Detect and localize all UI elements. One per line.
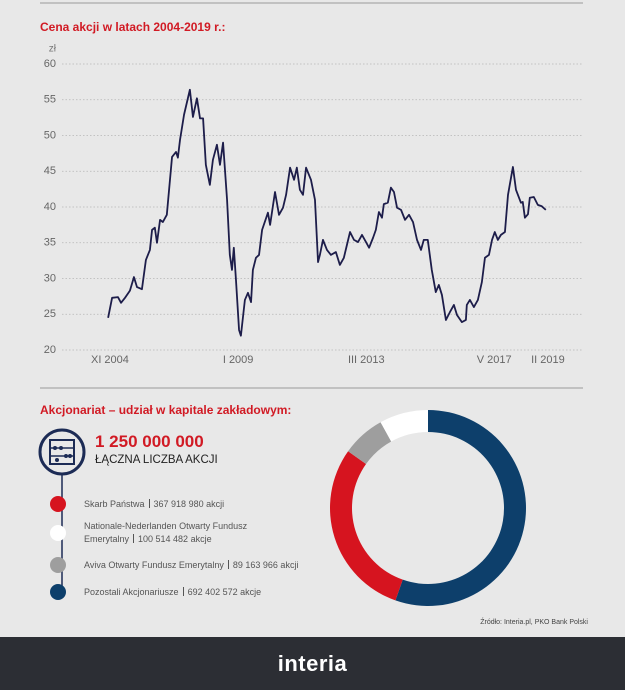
abacus-icon <box>38 428 86 476</box>
chart-title: Cena akcji w latach 2004-2019 r.: <box>40 20 225 34</box>
x-tick-label: XI 2004 <box>91 354 129 366</box>
total-block: 1 250 000 000 ŁĄCZNA LICZBA AKCJI <box>95 432 218 468</box>
y-tick-label: 60 <box>44 58 56 70</box>
y-axis-unit: zł <box>49 44 57 55</box>
x-tick-label: III 2013 <box>348 354 385 366</box>
donut-slice <box>348 422 392 465</box>
source: Źródło: Interia.pl, PKO Bank Polski <box>480 617 588 626</box>
section-title: Akcjonariat – udział w kapitale zakładow… <box>40 403 291 417</box>
x-tick-label: II 2019 <box>531 354 565 366</box>
y-tick-label: 50 <box>44 129 56 141</box>
price-line <box>107 88 547 337</box>
y-tick-label: 20 <box>44 344 56 356</box>
y-tick-label: 55 <box>44 94 56 106</box>
brand-logo: interia <box>277 650 348 676</box>
y-tick-label: 40 <box>44 201 56 213</box>
y-tick-label: 25 <box>44 308 56 320</box>
donut-slice <box>395 410 526 606</box>
footer: interia <box>0 637 625 690</box>
x-tick-label: V 2017 <box>477 354 512 366</box>
x-tick-label: I 2009 <box>223 354 254 366</box>
total-caption: ŁĄCZNA LICZBA AKCJI <box>95 454 218 466</box>
total-value: 1 250 000 000 <box>95 432 204 451</box>
y-tick-label: 35 <box>44 237 56 249</box>
donut-slice <box>380 410 428 442</box>
y-tick-label: 45 <box>44 165 56 177</box>
donut-slice <box>329 451 403 601</box>
y-tick-label: 30 <box>44 272 56 284</box>
